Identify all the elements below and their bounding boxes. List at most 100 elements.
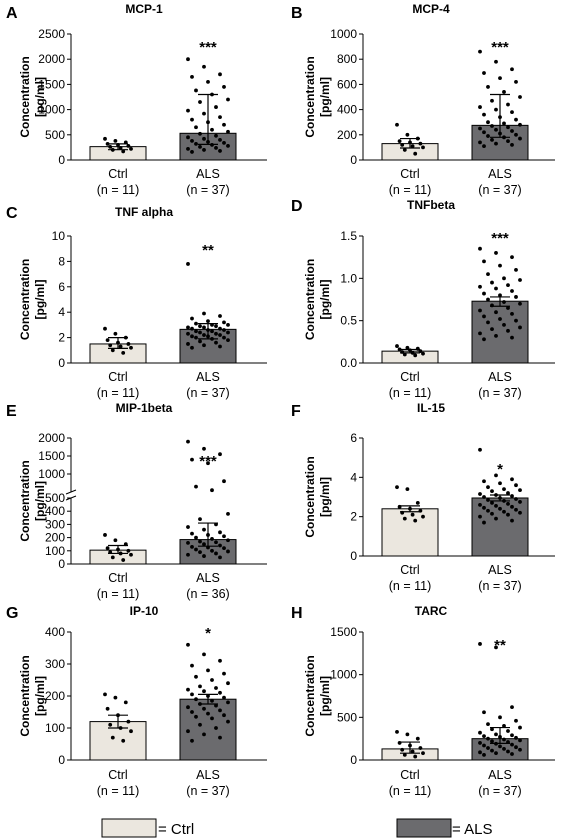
data-point <box>202 333 206 337</box>
data-point <box>105 141 110 146</box>
data-point <box>514 79 518 84</box>
y-axis-label-line: [pg/ml] <box>318 77 332 117</box>
data-point <box>129 552 133 557</box>
y-axis-label: Concentration[pg/ml] <box>303 259 332 340</box>
data-point <box>190 692 194 697</box>
data-point <box>186 325 190 330</box>
data-point <box>518 301 522 306</box>
data-point <box>198 684 202 689</box>
data-point <box>202 311 206 316</box>
data-point <box>194 321 198 326</box>
significance-label: * <box>497 461 503 478</box>
y-tick-label: 300 <box>45 657 65 671</box>
data-point <box>482 734 486 739</box>
data-point <box>194 547 198 552</box>
data-point <box>402 148 407 152</box>
data-point <box>405 732 410 737</box>
data-point <box>226 549 230 554</box>
data-point <box>418 746 423 750</box>
data-point <box>413 353 418 358</box>
y-axis-label-line: Concentration <box>303 456 317 537</box>
data-point <box>413 151 418 156</box>
data-point <box>410 749 415 754</box>
y-tick-label: 100 <box>45 721 65 735</box>
axis-break-mark <box>65 489 77 495</box>
data-point <box>226 323 230 327</box>
sample-size-label: (n = 37) <box>478 386 521 400</box>
panel-title: TNFbeta <box>407 198 455 212</box>
data-point <box>486 485 490 490</box>
data-point <box>198 722 202 727</box>
panel-b: B MCP-4 0 200 400 600 800 1000 Concentration[pg/… <box>291 2 555 197</box>
data-point <box>405 487 410 492</box>
data-point <box>202 325 206 330</box>
data-point <box>202 136 206 141</box>
sample-size-label: (n = 11) <box>389 386 432 400</box>
y-tick-label: 400 <box>45 625 65 639</box>
panel-c: C TNF alpha 0 2 4 6 8 10 Concentration[pg/ml] Ctr… <box>6 205 267 400</box>
data-point <box>210 537 214 541</box>
data-point <box>506 283 510 288</box>
data-point <box>103 326 107 331</box>
y-axis-label-line: Concentration <box>18 259 32 340</box>
data-point <box>186 342 190 346</box>
data-point <box>121 558 126 562</box>
data-point <box>421 145 425 150</box>
data-point <box>490 124 494 128</box>
data-point <box>482 71 486 75</box>
y-axis-label: Concentration[pg/ml] <box>303 655 332 736</box>
significance-label: *** <box>491 39 509 56</box>
data-point <box>395 485 399 490</box>
data-point <box>214 133 218 138</box>
data-point <box>186 687 190 692</box>
data-point <box>482 112 486 117</box>
data-point <box>482 337 486 342</box>
category-label: ALS <box>488 167 512 181</box>
data-point <box>194 125 198 130</box>
data-point <box>108 722 113 727</box>
data-point <box>218 452 222 457</box>
data-point <box>514 745 518 750</box>
y-tick-label: 1.5 <box>340 229 357 243</box>
data-point <box>226 538 230 543</box>
data-point <box>110 735 115 740</box>
data-point <box>510 255 514 260</box>
data-point <box>202 732 206 737</box>
y-tick-label: 1500 <box>330 625 357 639</box>
data-point <box>486 272 490 276</box>
data-point <box>222 546 226 551</box>
category-label: Ctrl <box>108 167 127 181</box>
y-tick-label: 2500 <box>38 27 65 41</box>
data-point <box>103 692 107 697</box>
data-point <box>226 143 230 148</box>
category-label: Ctrl <box>400 370 419 384</box>
data-point <box>218 326 222 331</box>
data-point <box>494 751 498 756</box>
data-point <box>214 340 218 345</box>
data-point <box>194 335 198 340</box>
data-point <box>218 344 222 349</box>
data-point <box>518 500 522 504</box>
data-point <box>214 551 218 556</box>
y-tick-label: 1000 <box>330 27 357 41</box>
data-point <box>202 527 206 532</box>
data-point <box>421 751 425 756</box>
data-point <box>498 293 502 298</box>
data-point <box>502 737 506 742</box>
data-point <box>478 730 482 735</box>
y-tick-label: 400 <box>337 103 357 117</box>
data-point <box>400 747 405 752</box>
y-tick-label: 500 <box>337 710 357 724</box>
y-tick-label: 0 <box>58 557 65 571</box>
data-point <box>478 642 482 646</box>
sample-size-label: (n = 37) <box>186 784 229 798</box>
panel-letter: E <box>6 403 17 420</box>
data-point <box>190 544 194 549</box>
y-tick-label: 2 <box>350 510 357 524</box>
panel-h: H TARC 0 500 1000 1500 Concentration[pg/ml] Ctr… <box>291 604 555 798</box>
data-point <box>482 743 486 748</box>
data-point <box>498 76 502 80</box>
data-point <box>518 488 522 493</box>
data-point <box>397 139 402 144</box>
